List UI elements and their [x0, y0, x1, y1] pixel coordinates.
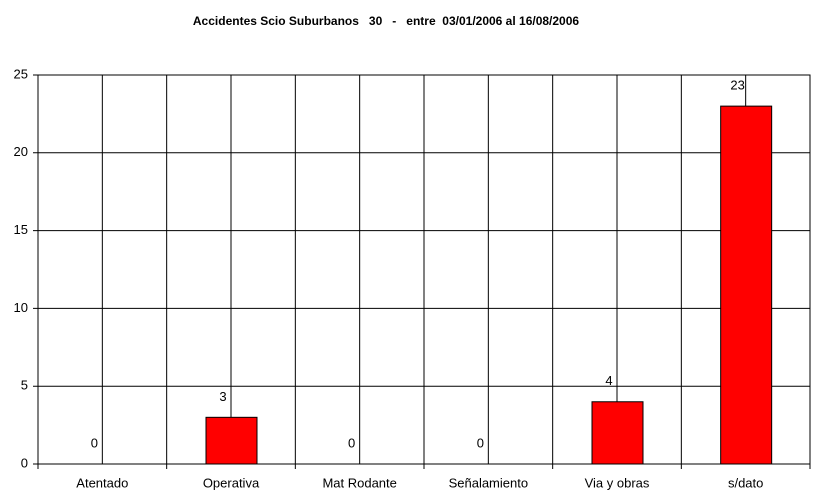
- value-label: 0: [91, 435, 98, 450]
- x-tick-label: Operativa: [203, 475, 260, 490]
- y-tick-label: 0: [21, 455, 28, 470]
- value-label: 3: [219, 389, 226, 404]
- bar: [720, 105, 773, 465]
- value-label: 0: [348, 435, 355, 450]
- x-tick-label: Via y obras: [585, 475, 650, 490]
- y-tick-label: 5: [21, 378, 28, 393]
- y-tick-label: 15: [14, 222, 28, 237]
- y-tick-label: 10: [14, 300, 28, 315]
- x-tick-label: s/dato: [728, 475, 763, 490]
- x-tick-label: Atentado: [76, 475, 128, 490]
- value-label: 23: [730, 78, 744, 93]
- value-label: 0: [477, 435, 484, 450]
- chart-title: Accidentes Scio Suburbanos 30 - entre 03…: [193, 14, 580, 28]
- bar: [205, 416, 258, 465]
- x-tick-label: Señalamiento: [449, 475, 529, 490]
- value-label: 4: [605, 373, 612, 388]
- bar: [591, 401, 644, 465]
- x-tick-label: Mat Rodante: [322, 475, 396, 490]
- plot-frame: [37, 74, 811, 465]
- y-tick-label: 25: [14, 66, 28, 81]
- y-tick-label: 20: [14, 144, 28, 159]
